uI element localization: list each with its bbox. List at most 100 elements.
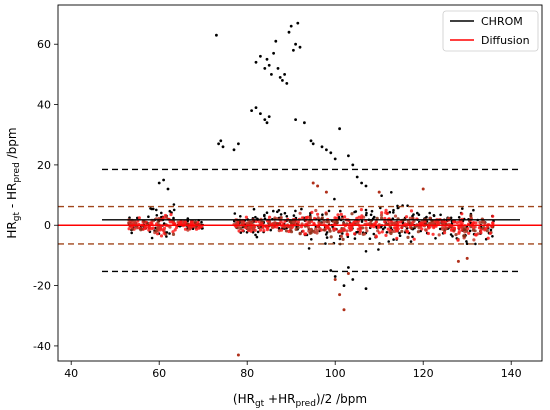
diffusion-point: [300, 216, 304, 220]
diffusion-point: [353, 232, 357, 236]
diffusion-point: [456, 238, 460, 242]
chrom-outlier: [263, 67, 267, 70]
diffusion-point: [416, 230, 420, 234]
diffusion-point: [148, 221, 152, 225]
diffusion-point: [365, 229, 369, 233]
chrom-outlier: [281, 79, 284, 82]
chrom-outlier: [289, 24, 293, 28]
diffusion-point: [183, 227, 188, 231]
diffusion-point: [444, 227, 448, 231]
diffusion-point: [339, 229, 343, 233]
chrom-point: [337, 217, 341, 220]
diffusion-point: [322, 220, 326, 224]
chrom-point: [409, 240, 413, 243]
chrom-point: [172, 208, 176, 212]
diffusion-point: [313, 230, 317, 234]
diffusion-point: [350, 227, 354, 232]
diffusion-outlier: [311, 181, 315, 185]
diffusion-point: [457, 231, 461, 235]
chrom-point: [324, 242, 327, 245]
diffusion-point: [171, 230, 175, 234]
diffusion-point: [379, 213, 384, 217]
diffusion-point: [275, 225, 279, 229]
diffusion-point: [390, 221, 394, 226]
diffusion-outlier: [456, 259, 460, 263]
diffusion-point: [172, 222, 176, 226]
chrom-point: [465, 240, 468, 243]
diffusion-point: [143, 225, 147, 230]
diffusion-outlier: [236, 353, 240, 357]
chrom-point: [130, 231, 133, 235]
diffusion-point: [289, 230, 294, 234]
diffusion-point: [400, 229, 404, 233]
chrom-point: [360, 220, 364, 223]
diffusion-point: [164, 215, 169, 220]
diffusion-point: [479, 231, 483, 235]
chrom-point: [489, 228, 493, 232]
chrom-point: [387, 240, 391, 243]
diffusion-point: [454, 233, 458, 237]
diffusion-point: [431, 232, 435, 236]
chrom-point: [279, 213, 283, 216]
diffusion-outlier: [377, 190, 381, 194]
diffusion-point: [161, 216, 166, 220]
diffusion-point: [374, 235, 378, 239]
diffusion-point: [424, 228, 428, 232]
chrom-point: [438, 227, 442, 231]
chrom-outlier: [342, 284, 346, 287]
chrom-point: [324, 233, 328, 236]
diffusion-outlier: [316, 184, 320, 188]
chrom-outlier: [333, 275, 337, 278]
diffusion-point: [245, 221, 249, 225]
diffusion-point: [139, 228, 143, 232]
diffusion-point: [437, 233, 441, 237]
diffusion-point: [368, 221, 372, 226]
diffusion-point: [308, 215, 312, 219]
chrom-point: [372, 232, 376, 236]
chrom-point: [491, 235, 494, 238]
diffusion-point: [159, 234, 164, 238]
diffusion-point: [345, 229, 349, 233]
diffusion-point: [298, 232, 302, 236]
chrom-outlier: [338, 127, 341, 131]
chrom-outlier: [254, 106, 258, 109]
chrom-point: [381, 227, 385, 231]
chrom-point: [377, 248, 380, 251]
chrom-outlier: [215, 33, 218, 37]
diffusion-point: [393, 226, 397, 230]
chrom-point: [256, 230, 260, 234]
diffusion-point: [171, 232, 176, 236]
diffusion-point: [287, 229, 291, 234]
diffusion-outlier: [421, 187, 425, 191]
diffusion-point: [491, 214, 495, 218]
diffusion-point: [162, 231, 166, 235]
chrom-point: [254, 233, 257, 237]
diffusion-point: [486, 236, 490, 240]
diffusion-point: [183, 220, 187, 224]
chrom-point: [263, 214, 266, 218]
chrom-outlier: [364, 287, 368, 290]
chrom-point: [451, 235, 454, 238]
diffusion-point: [134, 226, 139, 230]
chrom-point: [364, 208, 368, 212]
diffusion-point: [377, 225, 381, 229]
chrom-outlier: [294, 42, 297, 46]
diffusion-point: [289, 225, 293, 230]
diffusion-point: [155, 232, 160, 236]
diffusion-point: [241, 228, 245, 233]
chrom-outlier: [267, 63, 271, 67]
chrom-outlier: [278, 76, 282, 79]
diffusion-point: [428, 216, 432, 220]
diffusion-point: [240, 220, 244, 224]
diffusion-point: [380, 216, 384, 220]
chrom-point: [294, 209, 297, 213]
diffusion-point: [339, 212, 343, 216]
chrom-outlier: [287, 30, 291, 34]
chrom-point: [272, 209, 275, 213]
chrom-point: [472, 208, 475, 212]
chrom-outlier: [294, 118, 297, 121]
diffusion-point: [409, 209, 414, 213]
diffusion-point: [298, 211, 302, 215]
diffusion-point: [247, 227, 251, 231]
diffusion-point: [357, 215, 361, 219]
